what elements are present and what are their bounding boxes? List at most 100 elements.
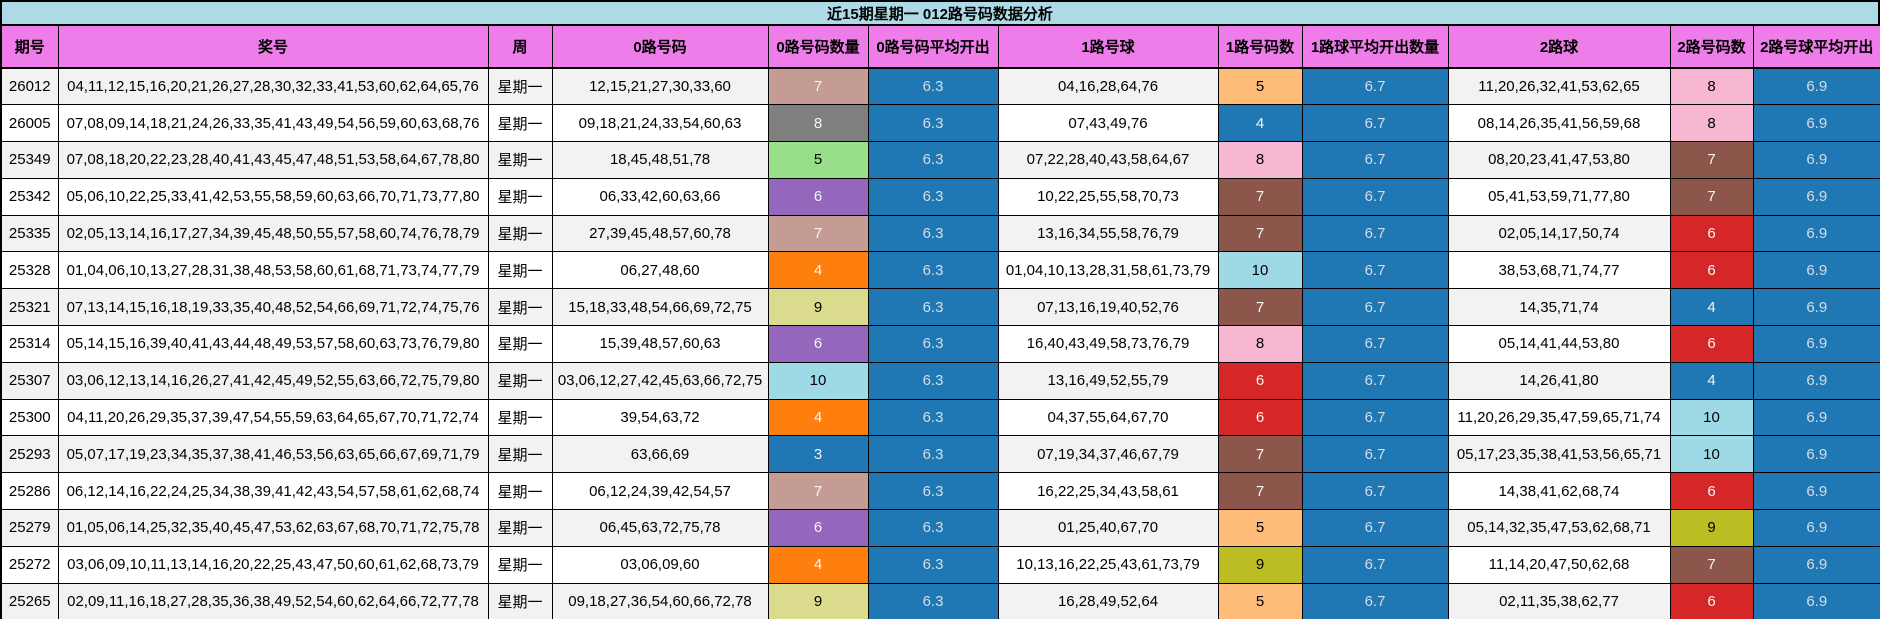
cell-road0-count: 10 [767, 361, 869, 400]
cell-road0-count: 7 [767, 472, 869, 511]
cell-road1-numbers: 04,37,55,64,67,70 [997, 398, 1219, 437]
cell-road1-count: 6 [1217, 361, 1303, 400]
cell-road1-count: 6 [1217, 398, 1303, 437]
cell-road2-numbers: 38,53,68,71,74,77 [1447, 251, 1671, 290]
column-header: 0路号码 [551, 24, 769, 69]
cell-road2-count: 7 [1669, 545, 1754, 584]
cell-road0-average: 6.3 [867, 472, 999, 511]
cell-road2-count: 9 [1669, 509, 1754, 547]
table-row: 25342 05,06,10,22,25,33,41,42,53,55,58,59… [0, 177, 1880, 216]
cell-road0-average: 6.3 [867, 545, 999, 584]
cell-road0-count: 9 [767, 288, 869, 327]
cell-road2-numbers: 11,20,26,32,41,53,62,65 [1447, 67, 1671, 106]
cell-road2-count: 10 [1669, 398, 1754, 437]
cell-road0-numbers: 27,39,45,48,57,60,78 [551, 214, 769, 253]
cell-road2-numbers: 14,38,41,62,68,74 [1447, 472, 1671, 511]
cell-period: 25272 [0, 545, 59, 584]
cell-road1-average: 6.7 [1301, 398, 1449, 437]
cell-road2-count: 6 [1669, 251, 1754, 290]
cell-road2-average: 6.9 [1752, 288, 1880, 327]
cell-road1-count: 7 [1217, 288, 1303, 327]
cell-week: 星期一 [487, 177, 553, 216]
cell-road1-numbers: 07,43,49,76 [997, 104, 1219, 143]
cell-road0-numbers: 15,18,33,48,54,66,69,72,75 [551, 288, 769, 327]
cell-period: 25279 [0, 509, 59, 547]
cell-road2-numbers: 11,14,20,47,50,62,68 [1447, 545, 1671, 584]
cell-road1-average: 6.7 [1301, 288, 1449, 327]
cell-road1-average: 6.7 [1301, 67, 1449, 106]
cell-road1-numbers: 01,04,10,13,28,31,58,61,73,79 [997, 251, 1219, 290]
cell-road0-average: 6.3 [867, 104, 999, 143]
cell-road2-count: 4 [1669, 361, 1754, 400]
cell-winning-numbers: 07,08,18,20,22,23,28,40,41,43,45,47,48,5… [57, 141, 489, 179]
cell-road0-average: 6.3 [867, 141, 999, 179]
cell-road1-count: 5 [1217, 582, 1303, 619]
cell-road1-numbers: 16,40,43,49,58,73,76,79 [997, 325, 1219, 363]
table-row: 25279 01,05,06,14,25,32,35,40,45,47,53,62… [0, 509, 1880, 547]
cell-road0-average: 6.3 [867, 251, 999, 290]
cell-road2-average: 6.9 [1752, 545, 1880, 584]
cell-winning-numbers: 07,08,09,14,18,21,24,26,33,35,41,43,49,5… [57, 104, 489, 143]
cell-road0-numbers: 39,54,63,72 [551, 398, 769, 437]
cell-road1-numbers: 07,13,16,19,40,52,76 [997, 288, 1219, 327]
cell-period: 25293 [0, 435, 59, 474]
cell-road2-average: 6.9 [1752, 177, 1880, 216]
cell-week: 星期一 [487, 325, 553, 363]
cell-week: 星期一 [487, 545, 553, 584]
cell-winning-numbers: 04,11,12,15,16,20,21,26,27,28,30,32,33,4… [57, 67, 489, 106]
cell-road1-count: 7 [1217, 435, 1303, 474]
cell-road2-average: 6.9 [1752, 251, 1880, 290]
cell-road1-count: 7 [1217, 177, 1303, 216]
cell-winning-numbers: 03,06,09,10,11,13,14,16,20,22,25,43,47,5… [57, 545, 489, 584]
cell-road2-numbers: 14,35,71,74 [1447, 288, 1671, 327]
cell-winning-numbers: 05,06,10,22,25,33,41,42,53,55,58,59,60,6… [57, 177, 489, 216]
cell-winning-numbers: 01,05,06,14,25,32,35,40,45,47,53,62,63,6… [57, 509, 489, 547]
cell-road1-average: 6.7 [1301, 214, 1449, 253]
cell-road0-average: 6.3 [867, 582, 999, 619]
cell-winning-numbers: 05,14,15,16,39,40,41,43,44,48,49,53,57,5… [57, 325, 489, 363]
column-header: 期号 [0, 24, 59, 69]
column-header: 2路号球平均开出 [1752, 24, 1880, 69]
cell-road2-numbers: 08,20,23,41,47,53,80 [1447, 141, 1671, 179]
cell-road1-count: 7 [1217, 472, 1303, 511]
cell-road1-average: 6.7 [1301, 361, 1449, 400]
cell-road2-count: 6 [1669, 214, 1754, 253]
page-title: 近15期星期一 012路号码数据分析 [0, 0, 1880, 24]
column-header: 奖号 [57, 24, 489, 69]
cell-road0-numbers: 03,06,09,60 [551, 545, 769, 584]
cell-period: 25307 [0, 361, 59, 400]
cell-winning-numbers: 02,09,11,16,18,27,28,35,36,38,49,52,54,6… [57, 582, 489, 619]
cell-winning-numbers: 05,07,17,19,23,34,35,37,38,41,46,53,56,6… [57, 435, 489, 474]
cell-period: 25321 [0, 288, 59, 327]
column-header: 2路号码数 [1669, 24, 1754, 69]
cell-road2-average: 6.9 [1752, 67, 1880, 106]
cell-winning-numbers: 06,12,14,16,22,24,25,34,38,39,41,42,43,5… [57, 472, 489, 511]
cell-road0-count: 3 [767, 435, 869, 474]
cell-road0-average: 6.3 [867, 435, 999, 474]
cell-road2-count: 10 [1669, 435, 1754, 474]
cell-road1-numbers: 04,16,28,64,76 [997, 67, 1219, 106]
cell-road0-count: 5 [767, 141, 869, 179]
cell-road0-numbers: 03,06,12,27,42,45,63,66,72,75 [551, 361, 769, 400]
cell-road1-numbers: 10,22,25,55,58,70,73 [997, 177, 1219, 216]
cell-week: 星期一 [487, 251, 553, 290]
cell-week: 星期一 [487, 214, 553, 253]
cell-road1-average: 6.7 [1301, 251, 1449, 290]
cell-week: 星期一 [487, 509, 553, 547]
cell-road0-count: 4 [767, 251, 869, 290]
cell-period: 25349 [0, 141, 59, 179]
table-row: 25300 04,11,20,26,29,35,37,39,47,54,55,59… [0, 398, 1880, 437]
cell-period: 25335 [0, 214, 59, 253]
cell-period: 25314 [0, 325, 59, 363]
table-body: 26012 04,11,12,15,16,20,21,26,27,28,30,32… [0, 67, 1880, 619]
cell-road2-average: 6.9 [1752, 141, 1880, 179]
cell-road0-average: 6.3 [867, 325, 999, 363]
cell-road1-numbers: 10,13,16,22,25,43,61,73,79 [997, 545, 1219, 584]
cell-winning-numbers: 04,11,20,26,29,35,37,39,47,54,55,59,63,6… [57, 398, 489, 437]
cell-week: 星期一 [487, 361, 553, 400]
cell-road1-count: 7 [1217, 214, 1303, 253]
cell-period: 25300 [0, 398, 59, 437]
table-header: 期号 奖号周 0路号码 0路号码数量 0路号码平均开出 1路号球 1路号码数 1路球平均开出数… [0, 24, 1880, 69]
column-header: 1路号球 [997, 24, 1219, 69]
